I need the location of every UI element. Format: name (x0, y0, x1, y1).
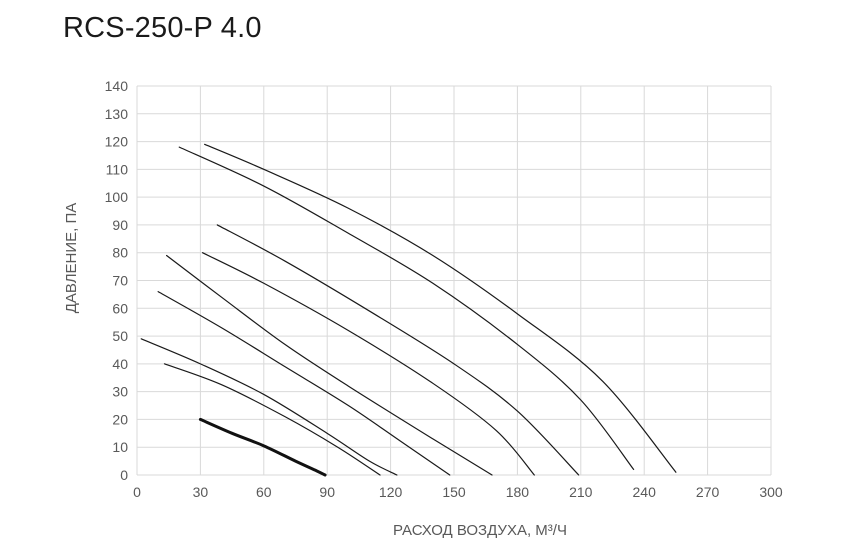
series-line-4 (157, 291, 451, 476)
series-line-5 (165, 254, 493, 476)
x-tick-labels: 0 30 60 90 120 150 180 210 240 270 300 (133, 484, 783, 500)
y-axis-label: ДАВЛЕНИЕ, ПА (63, 203, 80, 314)
x-tick-label: 90 (319, 484, 335, 500)
x-tick-label: 240 (633, 484, 657, 500)
y-tick-label: 70 (112, 273, 128, 289)
x-tick-label: 300 (759, 484, 783, 500)
x-tick-label: 180 (506, 484, 530, 500)
y-tick-label: 110 (106, 161, 129, 177)
y-tick-label: 10 (112, 439, 128, 455)
chart-title: RCS-250-P 4.0 (63, 12, 262, 44)
grid-layer (136, 85, 772, 476)
x-tick-label: 210 (569, 484, 593, 500)
series-layer (140, 143, 677, 477)
series-line-9 (204, 143, 677, 473)
x-axis-label: РАСХОД ВОЗДУХА, М³/Ч (393, 522, 567, 539)
y-tick-label: 60 (112, 300, 128, 316)
series-line-8 (178, 146, 635, 471)
x-tick-label: 150 (442, 484, 466, 500)
x-tick-label: 60 (256, 484, 272, 500)
x-tick-label: 120 (379, 484, 403, 500)
y-tick-label: 80 (112, 245, 128, 261)
y-tick-label: 50 (112, 328, 128, 344)
y-tick-labels: 0 10 20 30 40 50 60 70 80 90 100 110 120 130 140 (105, 78, 129, 483)
y-tick-label: 20 (112, 411, 128, 427)
y-tick-label: 140 (105, 78, 129, 94)
x-tick-label: 0 (133, 484, 141, 500)
series-line-3 (140, 338, 398, 476)
y-tick-label: 120 (105, 134, 129, 150)
series-line-7 (216, 224, 580, 476)
x-tick-label: 30 (193, 484, 209, 500)
y-tick-label: 30 (112, 384, 128, 400)
y-tick-label: 0 (120, 467, 128, 483)
series-line-1 (198, 417, 327, 477)
y-tick-label: 130 (105, 106, 129, 122)
y-tick-label: 90 (112, 217, 128, 233)
x-tick-label: 270 (696, 484, 720, 500)
y-tick-label: 100 (105, 189, 129, 205)
y-tick-label: 40 (112, 356, 128, 372)
series-line-6 (201, 252, 535, 476)
series-line-2 (163, 363, 381, 476)
